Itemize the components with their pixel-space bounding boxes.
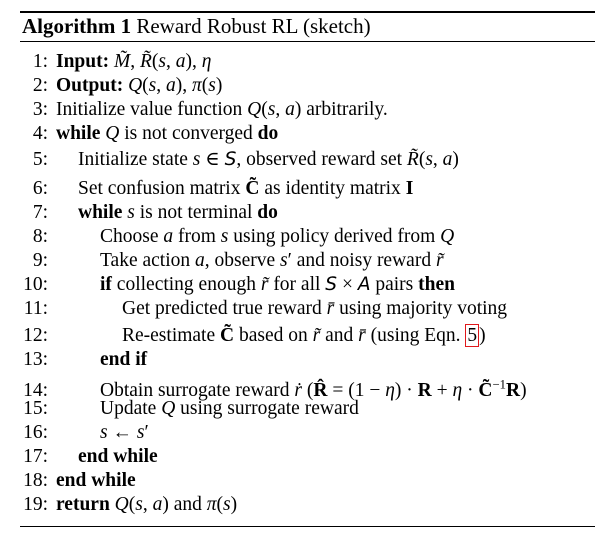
equation-reference-link[interactable]: 5 [465,324,480,347]
line-number: 18: [23,470,48,491]
line-number: 10: [23,274,48,295]
bottom-rule [20,526,595,527]
line-number: 5: [32,149,48,170]
algorithm-line-19: 19: return Q(s, a) and π(s) [20,493,237,517]
line-number: 14: [23,379,48,401]
line-number: 17: [23,446,48,467]
line-number: 6: [32,178,48,199]
line-number: 3: [32,99,48,120]
algorithm-line-14: 14: Obtain surrogate reward ṙ (R̂ = (1 − … [20,372,527,401]
algorithm-line-2: 2: Output: Q(s, a), π(s) [20,74,223,98]
line-number: 7: [32,202,48,223]
line-number: 12: [23,325,48,346]
line-number: 13: [23,349,48,370]
algorithm-line-7: 7: while s is not terminal do [20,201,278,225]
caption-rule [20,41,595,42]
algorithm-line-3: 3: Initialize value function Q(s, a) arbi… [20,98,388,122]
algorithm-box: Algorithm 1 Reward Robust RL (sketch) 1:… [20,0,595,549]
algorithm-line-15: 15: Update Q using surrogate reward [20,397,359,421]
algorithm-line-18: 18: end while [20,469,136,493]
algorithm-label: Algorithm 1 [22,14,132,38]
algorithm-line-12: 12: Re-estimate C̃ based on r̃ and r̄ (us… [20,324,486,348]
algorithm-line-4: 4: while Q is not converged do [20,122,278,146]
line-number: 9: [32,250,48,271]
line-number: 1: [32,51,48,72]
algorithm-line-13: 13: end if [20,348,147,372]
line-number: 15: [23,398,48,419]
line-number: 2: [32,75,48,96]
algorithm-caption: Algorithm 1 Reward Robust RL (sketch) [22,12,371,40]
line-number: 16: [23,422,48,443]
line-number: 4: [32,123,48,144]
algorithm-line-6: 6: Set confusion matrix C̃ as identity ma… [20,177,413,201]
top-rule [20,11,595,13]
algorithm-line-1: 1: Input: M̃, R̃(s, a), η [20,50,212,74]
line-number: 8: [32,226,48,247]
line-number: 11: [23,298,48,319]
algorithm-line-9: 9: Take action a, observe s′ and noisy re… [20,249,444,273]
algorithm-title: Reward Robust RL (sketch) [136,14,371,38]
algorithm-line-8: 8: Choose a from s using policy derived f… [20,225,454,249]
algorithm-line-5: 5: Initialize state s ∈ S, observed rewar… [20,148,459,172]
algorithm-line-11: 11: Get predicted true reward r̄ using ma… [20,297,507,321]
algorithm-line-16: 16: s ← s′ [20,421,149,445]
algorithm-line-10: 10: if collecting enough r̃ for all S × A… [20,273,455,297]
line-number: 19: [23,494,48,515]
algorithm-line-17: 17: end while [20,445,158,469]
